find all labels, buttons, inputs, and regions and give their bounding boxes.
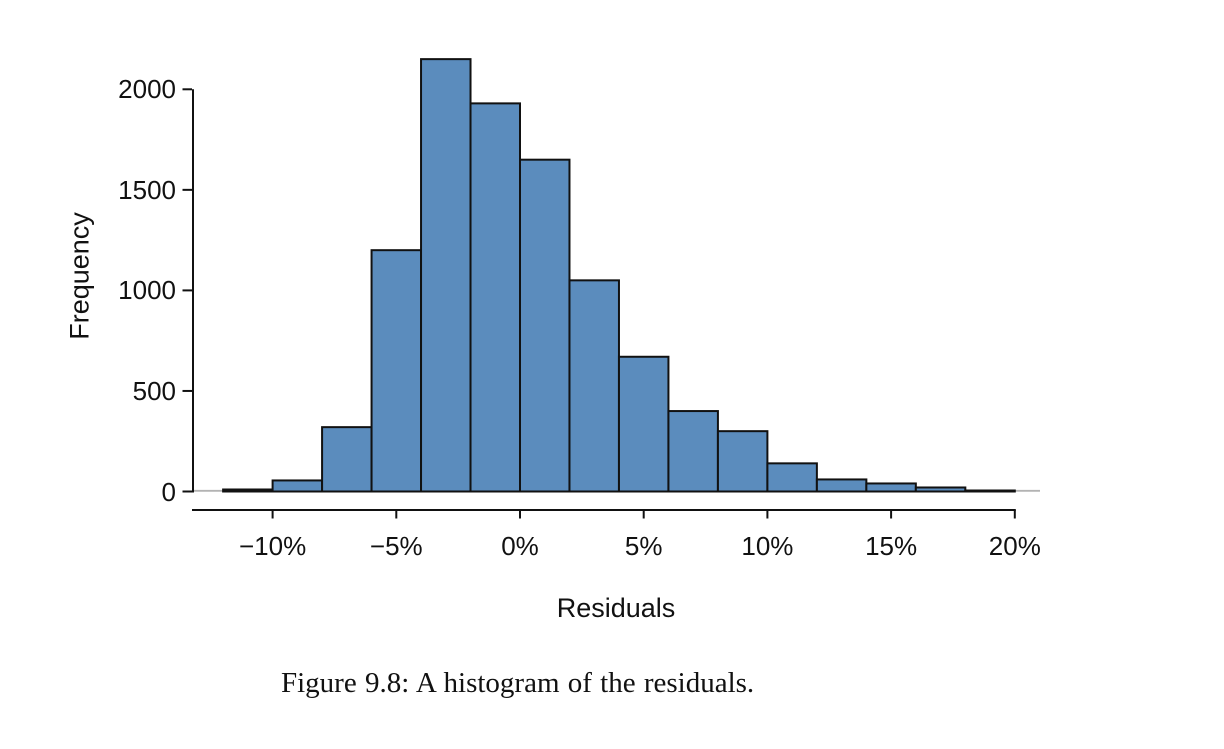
histogram-bar [667,410,719,493]
x-tick-label: 5% [624,531,663,561]
y-tick-label: 1000 [118,275,176,306]
histogram-bar [964,489,1016,493]
histogram-bar [271,479,324,493]
x-tick-label: −5% [369,531,423,561]
y-tick-label: 1500 [118,174,176,205]
histogram-bar [568,279,620,493]
x-tick-label: 20% [988,531,1041,561]
x-tick-label: −10% [238,531,307,561]
histogram-bar [222,488,274,493]
y-axis-title: Frequency [64,212,95,340]
histogram-bar [914,486,967,493]
histogram-bar [420,58,472,493]
x-tick-label: 0% [501,531,539,561]
histogram-bar [865,482,917,493]
histogram-bar [815,478,868,493]
histogram-bar [321,426,373,493]
histogram-bar [766,462,818,493]
x-axis-title: Residuals [556,593,676,623]
histogram-bar [617,355,670,493]
figure-caption: Figure 9.8: A histogram of the residuals… [281,667,755,699]
histogram-bar [716,430,769,493]
histogram-bar [519,158,571,493]
histogram-bar [370,249,423,493]
y-tick-label: 0 [161,476,176,507]
y-tick-label: 500 [132,375,176,406]
x-tick-label: 15% [865,531,918,561]
x-tick-label: 10% [741,531,794,561]
histogram-bar [469,102,521,493]
y-tick-label: 2000 [118,74,176,105]
